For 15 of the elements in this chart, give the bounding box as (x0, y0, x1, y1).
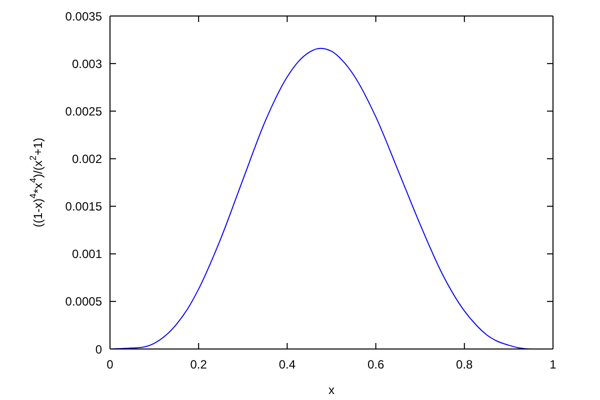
x-tick-label: 0.8 (456, 358, 474, 372)
y-tick-label: 0.0035 (65, 9, 102, 24)
y-tick-label: 0.003 (72, 56, 102, 71)
y-tick-label: 0 (95, 342, 102, 356)
y-tick-label: 0.002 (72, 152, 102, 166)
x-tick-label: 0.4 (278, 358, 296, 372)
y-tick-label: 0.001 (72, 247, 102, 262)
y-tick-label: 0.0015 (65, 200, 102, 214)
x-tick-label: 0 (106, 358, 114, 372)
y-tick-label: 0.0025 (65, 104, 102, 118)
x-tick-label: 1 (550, 358, 557, 372)
x-tick-label: 0.2 (190, 358, 208, 372)
y-tick-label: 0.0005 (65, 294, 102, 309)
x-axis-title: x (328, 383, 334, 397)
x-tick-label: 0.6 (367, 358, 384, 372)
